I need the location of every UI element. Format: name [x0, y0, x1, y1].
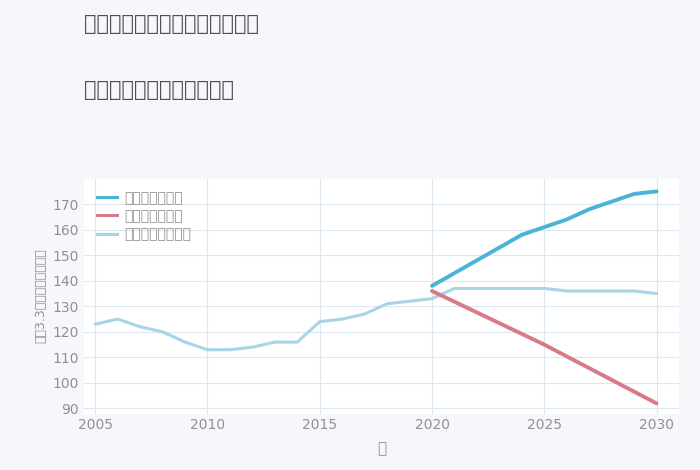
Text: 中古マンションの価格推移: 中古マンションの価格推移 — [84, 80, 234, 100]
Y-axis label: 坪（3.3㎡）単価（万円）: 坪（3.3㎡）単価（万円） — [34, 249, 47, 344]
Text: 愛知県海部郡蟹江町蟹江新町の: 愛知県海部郡蟹江町蟹江新町の — [84, 14, 259, 34]
X-axis label: 年: 年 — [377, 441, 386, 456]
Legend: グッドシナリオ, バッドシナリオ, ノーマルシナリオ: グッドシナリオ, バッドシナリオ, ノーマルシナリオ — [91, 186, 197, 247]
